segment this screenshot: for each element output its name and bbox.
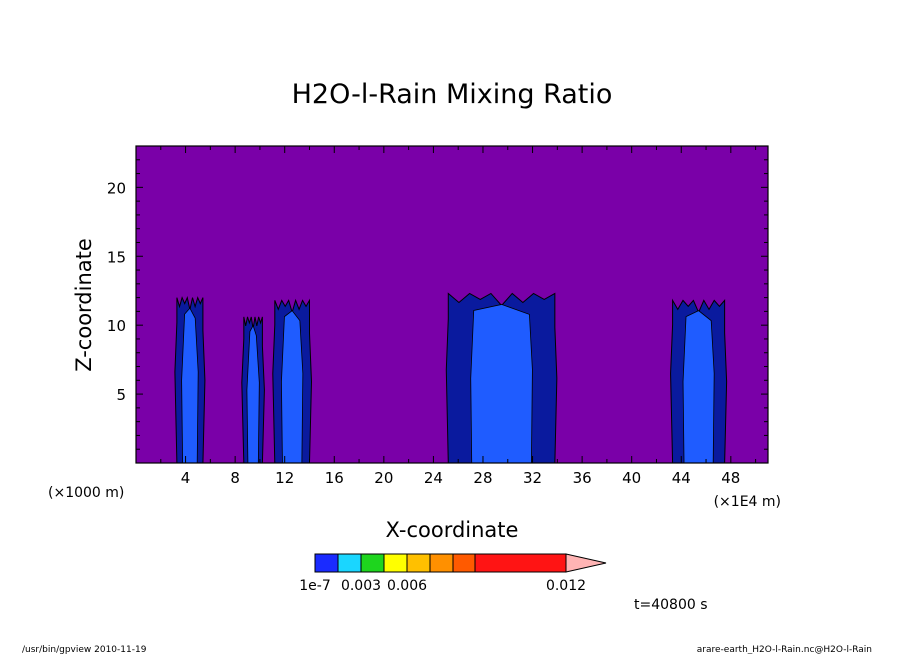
y-tick-label: 10 [107, 317, 126, 335]
time-label: t=40800 s [634, 597, 708, 613]
y-tick-label: 20 [107, 179, 126, 197]
x-axis-label: X-coordinate [386, 518, 519, 542]
cloud-region-core [470, 304, 533, 464]
x-tick-label: 48 [721, 469, 740, 487]
y-tick-label: 15 [107, 248, 126, 266]
colorbar-segment [406, 553, 431, 573]
colorbar-segment [474, 553, 567, 573]
colorbar-tick-label: 1e-7 [299, 578, 330, 594]
x-tick-label: 8 [230, 469, 240, 487]
colorbar-tick-label: 0.006 [387, 578, 427, 594]
y-tick-label: 5 [116, 386, 126, 404]
colorbar-segment [337, 553, 362, 573]
x-unit-note-left: (×1000 m) [48, 485, 124, 501]
colorbar-segment [452, 553, 476, 573]
plot-frame [135, 145, 769, 464]
cloud-region-core [281, 310, 304, 464]
x-tick-label: 4 [181, 469, 191, 487]
y-axis-ticks: 5 10 15 20 [107, 159, 768, 450]
cloud-region-core [246, 324, 260, 464]
colorbar-arrow [565, 553, 607, 573]
cloud-regions [174, 292, 728, 464]
cloud-region-core [181, 307, 199, 464]
footer-left: /usr/bin/gpview 2010-11-19 [22, 645, 147, 654]
colorbar [314, 553, 607, 573]
x-unit-note-right: (×1E4 m) [714, 494, 781, 510]
x-tick-label: 36 [573, 469, 592, 487]
colorbar-segment [360, 553, 385, 573]
x-tick-label: 20 [374, 469, 393, 487]
x-tick-label: 24 [424, 469, 443, 487]
x-tick-label: 28 [473, 469, 492, 487]
cloud-region-core [682, 310, 715, 464]
colorbar-segment [383, 553, 408, 573]
x-tick-label: 40 [622, 469, 641, 487]
x-tick-label: 16 [325, 469, 344, 487]
colorbar-segment [429, 553, 454, 573]
x-tick-label: 12 [275, 469, 294, 487]
colorbar-segment [314, 553, 339, 573]
colorbar-tick-labels: 1e-7 0.003 0.006 0.012 [299, 578, 586, 594]
x-tick-label: 32 [523, 469, 542, 487]
x-axis-ticks: 4 8 12 16 20 24 28 32 36 40 44 48 [160, 146, 757, 487]
y-axis-label: Z-coordinate [72, 238, 96, 372]
chart-title: H2O-l-Rain Mixing Ratio [292, 79, 613, 110]
colorbar-tick-label: 0.012 [546, 578, 586, 594]
x-tick-label: 44 [672, 469, 691, 487]
colorbar-tick-label: 0.003 [341, 578, 381, 594]
footer-right: arare-earth_H2O-l-Rain.nc@H2O-l-Rain [697, 645, 872, 654]
